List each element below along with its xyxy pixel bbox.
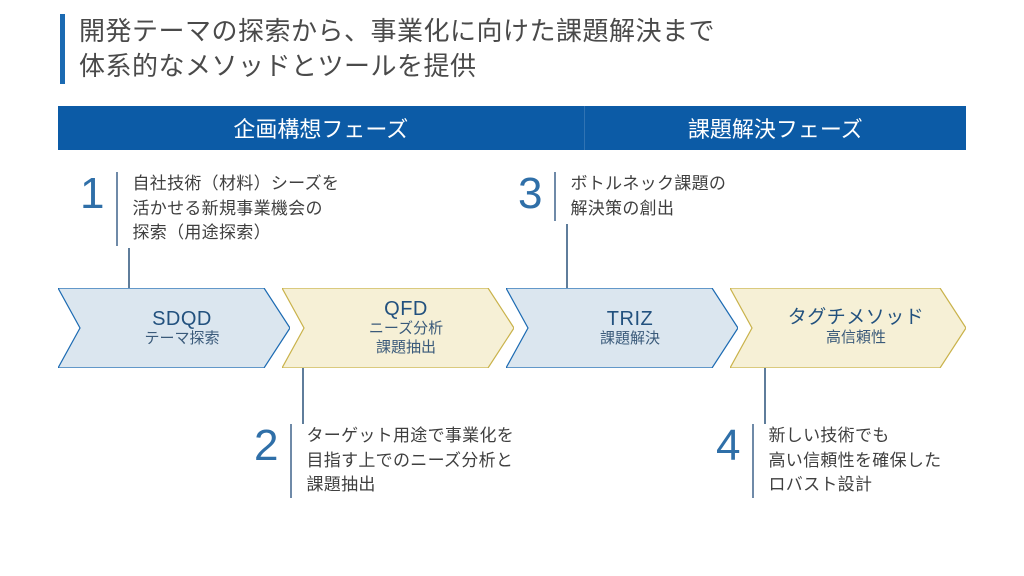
callout-4: 4 新しい技術でも高い信頼性を確保したロバスト設計 xyxy=(716,424,941,498)
chevron-taguchi: タグチメソッド 高信頼性 xyxy=(730,288,966,368)
title-line-2: 体系的なメソッドとツールを提供 xyxy=(79,49,715,84)
chevron-sub: 課題解決 xyxy=(600,330,660,349)
chevron-flow: SDQD テーマ探索 QFD ニーズ分析 課題抽出 TRIZ 課題解決 タグチメ… xyxy=(58,288,966,368)
chevron-sub: 高信頼性 xyxy=(826,329,886,348)
chevron-title: SDQD xyxy=(152,308,212,330)
chevron-sub: ニーズ分析 xyxy=(369,320,443,339)
callout-text: ターゲット用途で事業化を目指す上でのニーズ分析と課題抽出 xyxy=(306,424,514,498)
connector-4 xyxy=(764,368,766,424)
phase-planning: 企画構想フェーズ xyxy=(58,106,585,150)
chevron-title: QFD xyxy=(384,298,428,320)
callout-divider xyxy=(290,424,292,498)
callout-number: 4 xyxy=(716,424,740,468)
phase-solving: 課題解決フェーズ xyxy=(585,106,966,150)
callout-number: 3 xyxy=(518,172,542,216)
callout-2: 2 ターゲット用途で事業化を目指す上でのニーズ分析と課題抽出 xyxy=(254,424,514,498)
page-title-block: 開発テーマの探索から、事業化に向けた課題解決まで 体系的なメソッドとツールを提供 xyxy=(60,14,715,84)
callout-divider xyxy=(752,424,754,498)
chevron-sdqd: SDQD テーマ探索 xyxy=(58,288,290,368)
callout-number: 1 xyxy=(80,172,104,216)
callout-divider xyxy=(554,172,556,221)
chevron-title: TRIZ xyxy=(607,308,653,330)
title-line-1: 開発テーマの探索から、事業化に向けた課題解決まで xyxy=(79,14,715,49)
phase-header: 企画構想フェーズ 課題解決フェーズ xyxy=(58,106,966,150)
chevron-qfd: QFD ニーズ分析 課題抽出 xyxy=(282,288,514,368)
chevron-sub: テーマ探索 xyxy=(144,330,219,349)
callout-text: 新しい技術でも高い信頼性を確保したロバスト設計 xyxy=(768,424,941,498)
chevron-sub: 課題抽出 xyxy=(376,339,436,358)
connector-2 xyxy=(302,368,304,424)
connector-3 xyxy=(566,224,568,288)
callout-3: 3 ボトルネック課題の解決策の創出 xyxy=(518,172,726,221)
callout-divider xyxy=(116,172,118,246)
callout-1: 1 自社技術（材料）シーズを活かせる新規事業機会の探索（用途探索） xyxy=(80,172,339,246)
callout-number: 2 xyxy=(254,424,278,468)
callout-text: ボトルネック課題の解決策の創出 xyxy=(570,172,726,221)
connector-1 xyxy=(128,248,130,288)
callout-text: 自社技術（材料）シーズを活かせる新規事業機会の探索（用途探索） xyxy=(132,172,339,246)
chevron-title: タグチメソッド xyxy=(788,308,925,329)
chevron-triz: TRIZ 課題解決 xyxy=(506,288,738,368)
